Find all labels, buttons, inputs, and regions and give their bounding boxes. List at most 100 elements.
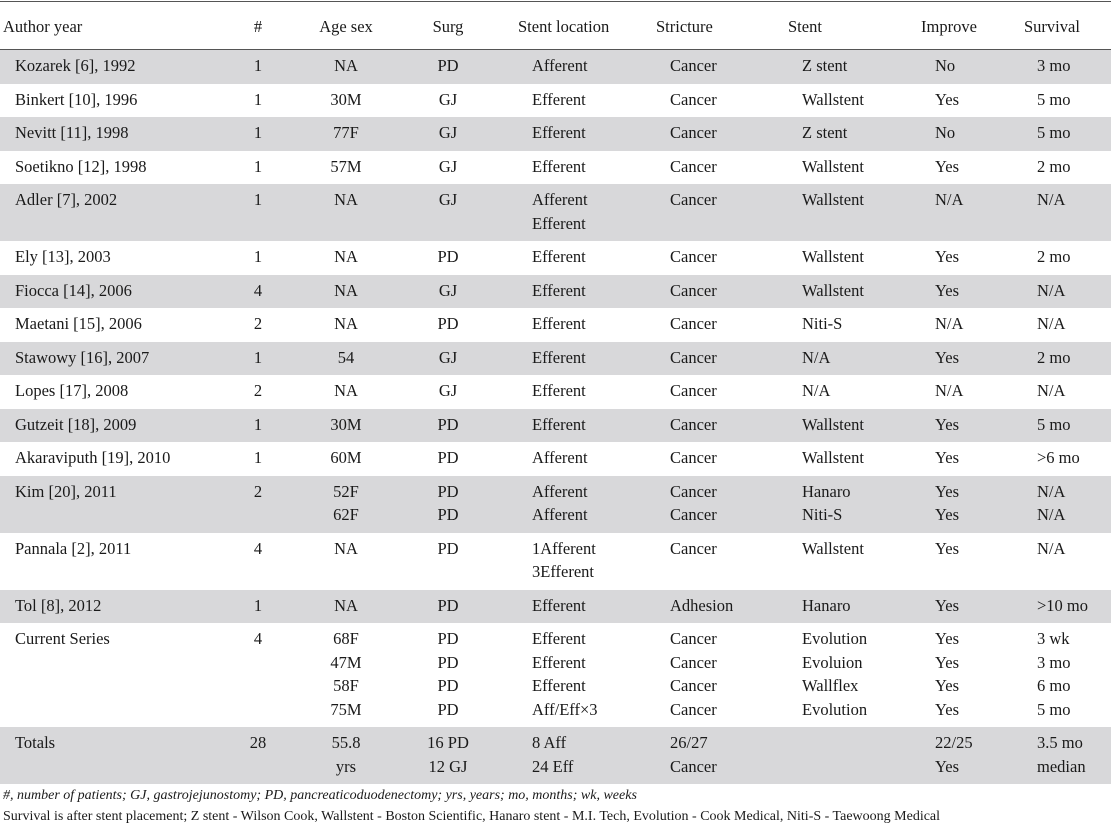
table-cell: N/A [935, 188, 963, 212]
cell-line: Cancer [670, 505, 717, 524]
cell-line: PD [437, 414, 459, 434]
table-cell: Wallstent [802, 88, 864, 112]
table-cell: Ely [13], 2003 [15, 245, 111, 269]
cell-line: 4 [253, 538, 263, 558]
table-cell: 1 [158, 155, 358, 179]
cell-line: Yes [935, 676, 960, 695]
cell-line: Cancer [670, 56, 717, 75]
table-cell: GJ [348, 188, 548, 212]
cell-line: Efferent [532, 629, 586, 648]
cell-line: 68F [333, 629, 359, 648]
table-cell: Cancer [670, 121, 717, 145]
table-cell: Yes [935, 413, 959, 437]
table-cell: N/A [802, 346, 830, 370]
table-cell: Cancer [670, 54, 717, 78]
table-cell: Yes [935, 245, 959, 269]
cell-line: Cancer [670, 156, 717, 176]
table-cell: 2 mo [1037, 155, 1070, 179]
cell-line: 2 mo [1037, 156, 1071, 176]
cell-line: Wallstent [802, 247, 864, 266]
cell-line: N/A [1037, 190, 1066, 209]
table-cell: 2 mo [1037, 346, 1070, 370]
cell-line: Yes [935, 448, 960, 467]
table-cell: Hanaro Niti-S [802, 480, 851, 527]
cell-line: 2 mo [1037, 247, 1071, 266]
table-cell: PD [348, 312, 548, 336]
cell-line: GJ [438, 89, 458, 109]
cell-line: yrs [335, 756, 357, 776]
cell-line: 26/27 [670, 733, 708, 752]
cell-line: Afferent [532, 448, 588, 467]
row-shade [0, 184, 1111, 241]
table-cell: 1 [158, 594, 358, 618]
cell-line: Wallstent [802, 190, 864, 209]
cell-line: Ely [13], 2003 [15, 247, 111, 266]
cell-line: Yes [935, 505, 960, 524]
table-cell: GJ [348, 379, 548, 403]
cell-line: 1 [253, 123, 263, 142]
table-cell: Yes [935, 155, 959, 179]
cell-line: 1 [253, 156, 263, 176]
cell-line: NA [334, 190, 358, 209]
cell-line: PD [437, 505, 459, 524]
table-cell: NA [246, 312, 446, 336]
cell-line: N/A [1037, 481, 1066, 501]
table-cell: PD [348, 245, 548, 269]
cell-line: PD [437, 652, 459, 672]
cell-line: Yes [935, 156, 960, 176]
cell-line: Efferent [532, 213, 586, 233]
cell-line: >6 mo [1037, 448, 1080, 467]
cell-line: Wallflex [802, 676, 859, 695]
cell-line: Afferent [532, 481, 588, 501]
table-cell: N/A [1037, 312, 1065, 336]
table-cell: Afferent Afferent [532, 480, 588, 527]
cell-line: Afferent [532, 505, 588, 524]
cell-line: 5 mo [1037, 123, 1071, 142]
table-cell: NA [246, 594, 446, 618]
table-cell: N/A [802, 379, 830, 403]
table-cell: Z stent [802, 121, 847, 145]
cell-line: NA [334, 280, 358, 300]
cell-line: Efferent [532, 676, 586, 695]
cell-line: 6 mo [1037, 676, 1071, 695]
table-cell: Efferent [532, 312, 586, 336]
cell-line: GJ [438, 280, 458, 300]
table-cell: 28 [158, 731, 358, 755]
table-cell: 5 mo [1037, 413, 1070, 437]
table-cell: Efferent [532, 245, 586, 269]
cell-line: 75M [330, 699, 362, 719]
cell-line: 3 mo [1037, 56, 1071, 75]
footnote: Survival is after stent placement; Z ste… [3, 809, 941, 824]
cell-line: 4 [253, 280, 263, 300]
column-header: Improve [921, 17, 977, 36]
cell-line: N/A [802, 347, 831, 367]
table-cell: 1 [158, 413, 358, 437]
cell-line: Cancer [670, 190, 717, 209]
cell-line: 1 [253, 414, 263, 434]
cell-line: Z stent [802, 56, 848, 75]
table-cell: Adhesion [670, 594, 733, 618]
table-cell: 55.8 yrs [246, 731, 446, 778]
cell-line: PD [437, 676, 459, 695]
cell-line: 55.8 [331, 733, 361, 752]
cell-line: Niti-S [802, 314, 843, 333]
cell-line: Yes [935, 652, 960, 672]
cell-line: Afferent [532, 56, 588, 75]
cell-line: Yes [935, 414, 960, 434]
cell-line: Yes [935, 629, 960, 648]
cell-line: Yes [935, 481, 960, 501]
table-cell: 2 [158, 379, 358, 403]
table-cell: Afferent [532, 446, 588, 470]
cell-line: 52F [333, 481, 359, 501]
cell-line: GJ [438, 190, 458, 209]
cell-line: N/A [1037, 505, 1066, 524]
cell-line: 8 Aff [532, 733, 567, 752]
table-cell: Totals [15, 731, 55, 755]
cell-line: Aff/Eff×3 [532, 699, 598, 719]
table-cell: Efferent [532, 155, 586, 179]
table-cell: Hanaro [802, 594, 851, 618]
cell-line: Maetani [15], 2006 [15, 314, 142, 333]
cell-line: Evolution [802, 629, 868, 648]
table-cell: PD PD PD PD [348, 627, 548, 721]
cell-line: 3.5 mo [1037, 733, 1083, 752]
